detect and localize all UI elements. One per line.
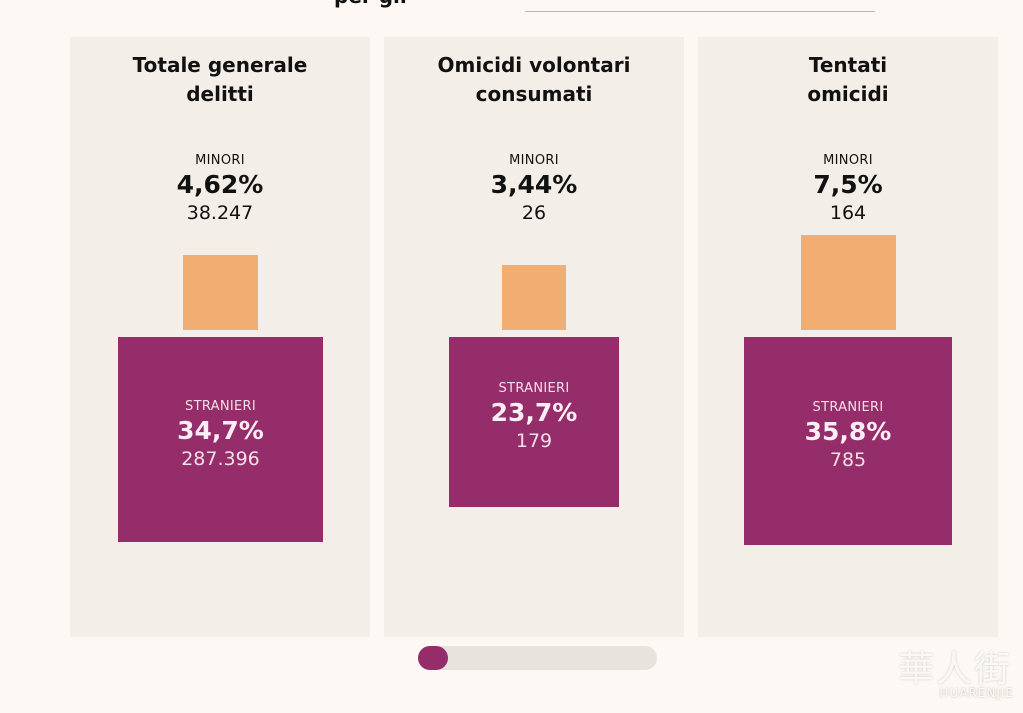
- minori-label: MINORI: [509, 153, 559, 168]
- watermark-logo: 華人街 HUARENJIE: [870, 640, 1018, 706]
- stranieri-count: 179: [515, 430, 553, 452]
- minori-label: MINORI: [823, 153, 873, 168]
- horizontal-scrollbar-track[interactable]: [418, 646, 657, 670]
- minori-square: [502, 265, 566, 330]
- card-tentati-omicidi: Tentati omicidi MINORI 7,5% 164 STRANIER…: [698, 37, 998, 637]
- stranieri-percent: 35,8%: [804, 417, 892, 446]
- minori-count: 26: [521, 202, 547, 224]
- minori-square: [801, 235, 896, 330]
- card-title-line1: Tentati: [808, 53, 888, 77]
- minori-percent: 3,44%: [490, 170, 578, 199]
- minori-stats: MINORI 7,5% 164: [698, 153, 998, 225]
- watermark-cjk: 華人街: [897, 649, 1012, 690]
- minori-stats: MINORI 3,44% 26: [384, 153, 684, 225]
- card-title-line2: consumati: [475, 82, 593, 106]
- card-omicidi-volontari-consumati: Omicidi volontari consumati MINORI 3,44%…: [384, 37, 684, 637]
- stranieri-label: STRANIERI: [185, 399, 256, 414]
- stranieri-square: STRANIERI 35,8% 785: [744, 337, 952, 545]
- stranieri-square: STRANIERI 34,7% 287.396: [118, 337, 323, 542]
- minori-stats: MINORI 4,62% 38.247: [70, 153, 370, 225]
- minori-percent: 4,62%: [176, 170, 264, 199]
- stranieri-count: 785: [829, 449, 867, 471]
- card-title-line1: Omicidi volontari: [437, 53, 631, 77]
- minori-count: 38.247: [186, 202, 254, 224]
- minori-label: MINORI: [195, 153, 245, 168]
- minori-square: [183, 255, 258, 330]
- card-title-line2: delitti: [186, 82, 254, 106]
- stranieri-label: STRANIERI: [498, 381, 570, 396]
- card-title: Tentati omicidi: [698, 51, 998, 109]
- header-fragment-text: per gli: [334, 0, 444, 8]
- header-fragment: per gli: [334, 0, 444, 8]
- header-underline: [525, 11, 875, 12]
- stranieri-percent: 34,7%: [177, 416, 264, 445]
- minori-count: 164: [829, 202, 867, 224]
- minori-percent: 7,5%: [813, 170, 883, 199]
- card-totale-generale-delitti: Totale generale delitti MINORI 4,62% 38.…: [70, 37, 370, 637]
- card-title-line2: omicidi: [807, 82, 889, 106]
- card-title-line1: Totale generale: [132, 53, 308, 77]
- card-title: Totale generale delitti: [70, 51, 370, 109]
- stranieri-count: 287.396: [181, 448, 260, 470]
- stranieri-square: STRANIERI 23,7% 179: [449, 337, 619, 507]
- watermark-latin: HUARENJIE: [939, 686, 1014, 700]
- stranieri-percent: 23,7%: [490, 398, 578, 427]
- card-title: Omicidi volontari consumati: [384, 51, 684, 109]
- stranieri-label: STRANIERI: [812, 400, 884, 415]
- horizontal-scrollbar-thumb[interactable]: [418, 646, 448, 670]
